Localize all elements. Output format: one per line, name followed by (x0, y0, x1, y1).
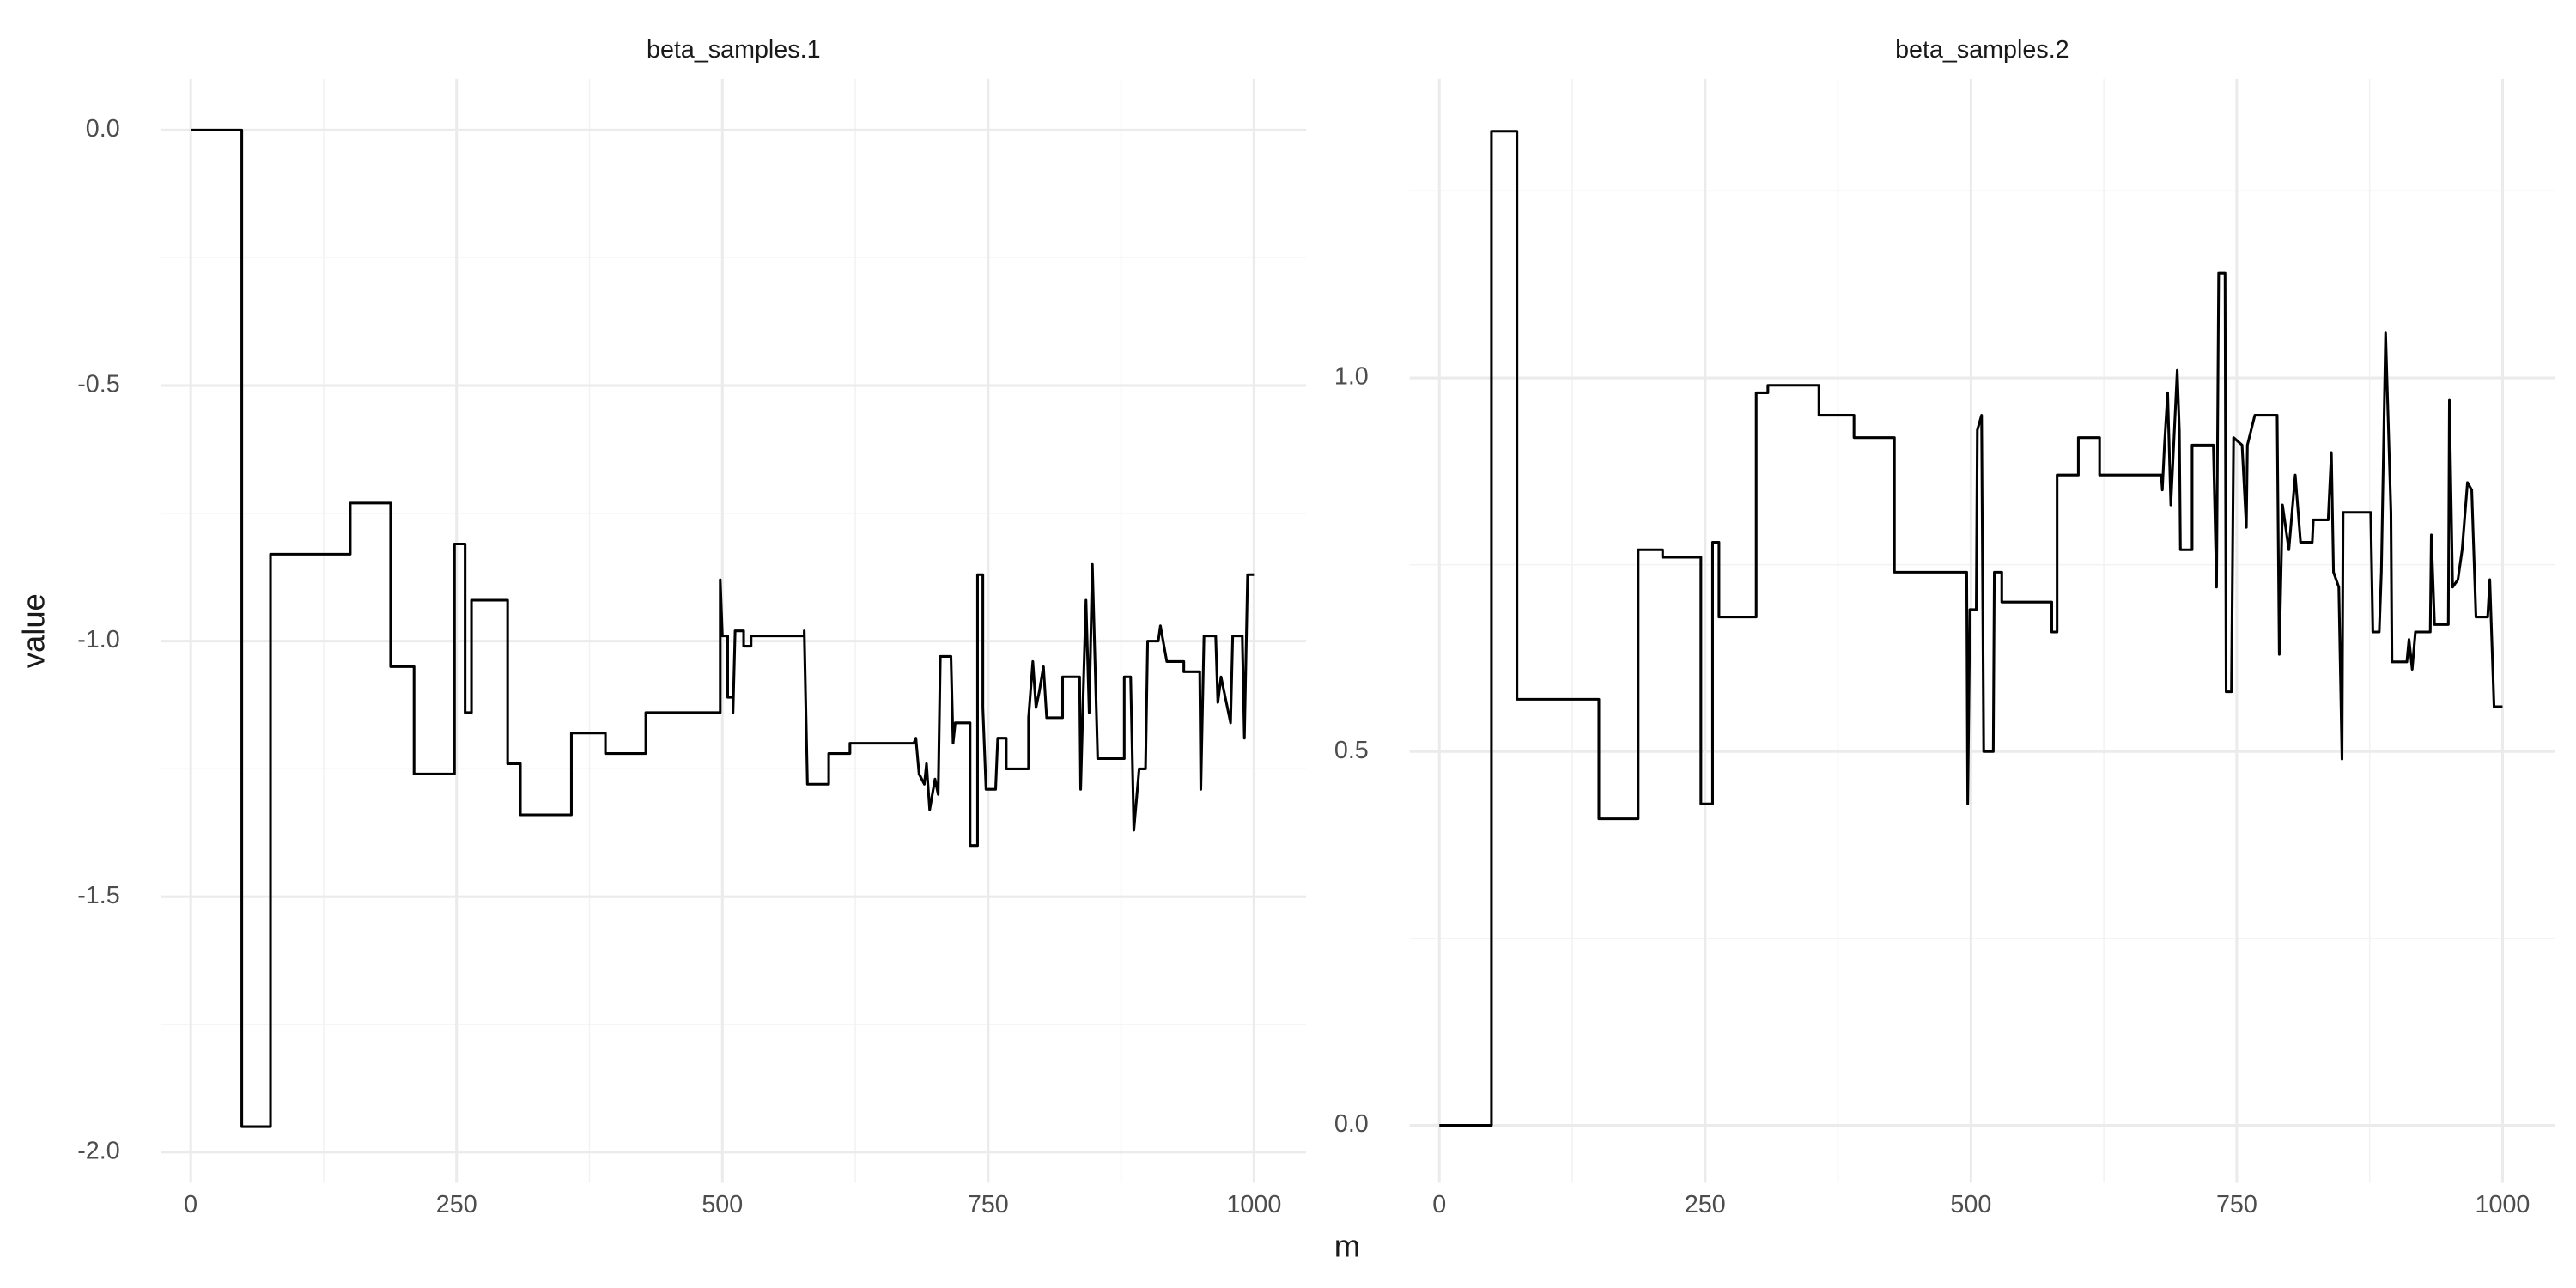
y-tick-label: -1.0 (77, 626, 119, 653)
y-tick-label: 0.5 (1334, 737, 1369, 764)
y-tick-label: -0.5 (77, 371, 119, 398)
panel-title: beta_samples.2 (1895, 36, 2069, 64)
line-series (191, 128, 1255, 1128)
y-tick-label: -1.5 (77, 882, 119, 909)
x-tick-label: 1000 (2476, 1191, 2530, 1218)
x-tick-label: 0 (184, 1191, 197, 1218)
panel: beta_samples.2 0 250 500 750 1000 0.0 0.5 1.0 (1334, 36, 2555, 1218)
x-tick-label: 0 (1432, 1191, 1446, 1218)
x-tick-label: 1000 (1226, 1191, 1281, 1218)
x-tick-label: 750 (968, 1191, 1009, 1218)
x-tick-label: 500 (702, 1191, 743, 1218)
panel-title: beta_samples.1 (647, 36, 821, 64)
y-axis-title: value (16, 593, 52, 668)
x-tick-label: 750 (2216, 1191, 2257, 1218)
y-tick-label: 0.0 (1334, 1110, 1369, 1138)
y-tick-label: -2.0 (77, 1137, 119, 1164)
panel: beta_samples.1 0 250 500 750 1000 -2.0 -1.5 -1.0… (77, 36, 1307, 1218)
x-tick-label: 500 (1950, 1191, 1991, 1218)
x-tick-label: 250 (436, 1191, 477, 1218)
x-axis-title: m (1334, 1229, 1360, 1264)
x-tick-label: 250 (1685, 1191, 1726, 1218)
y-tick-label: 1.0 (1334, 363, 1369, 391)
y-tick-label: 0.0 (86, 115, 120, 143)
line-series (1439, 130, 2503, 1127)
